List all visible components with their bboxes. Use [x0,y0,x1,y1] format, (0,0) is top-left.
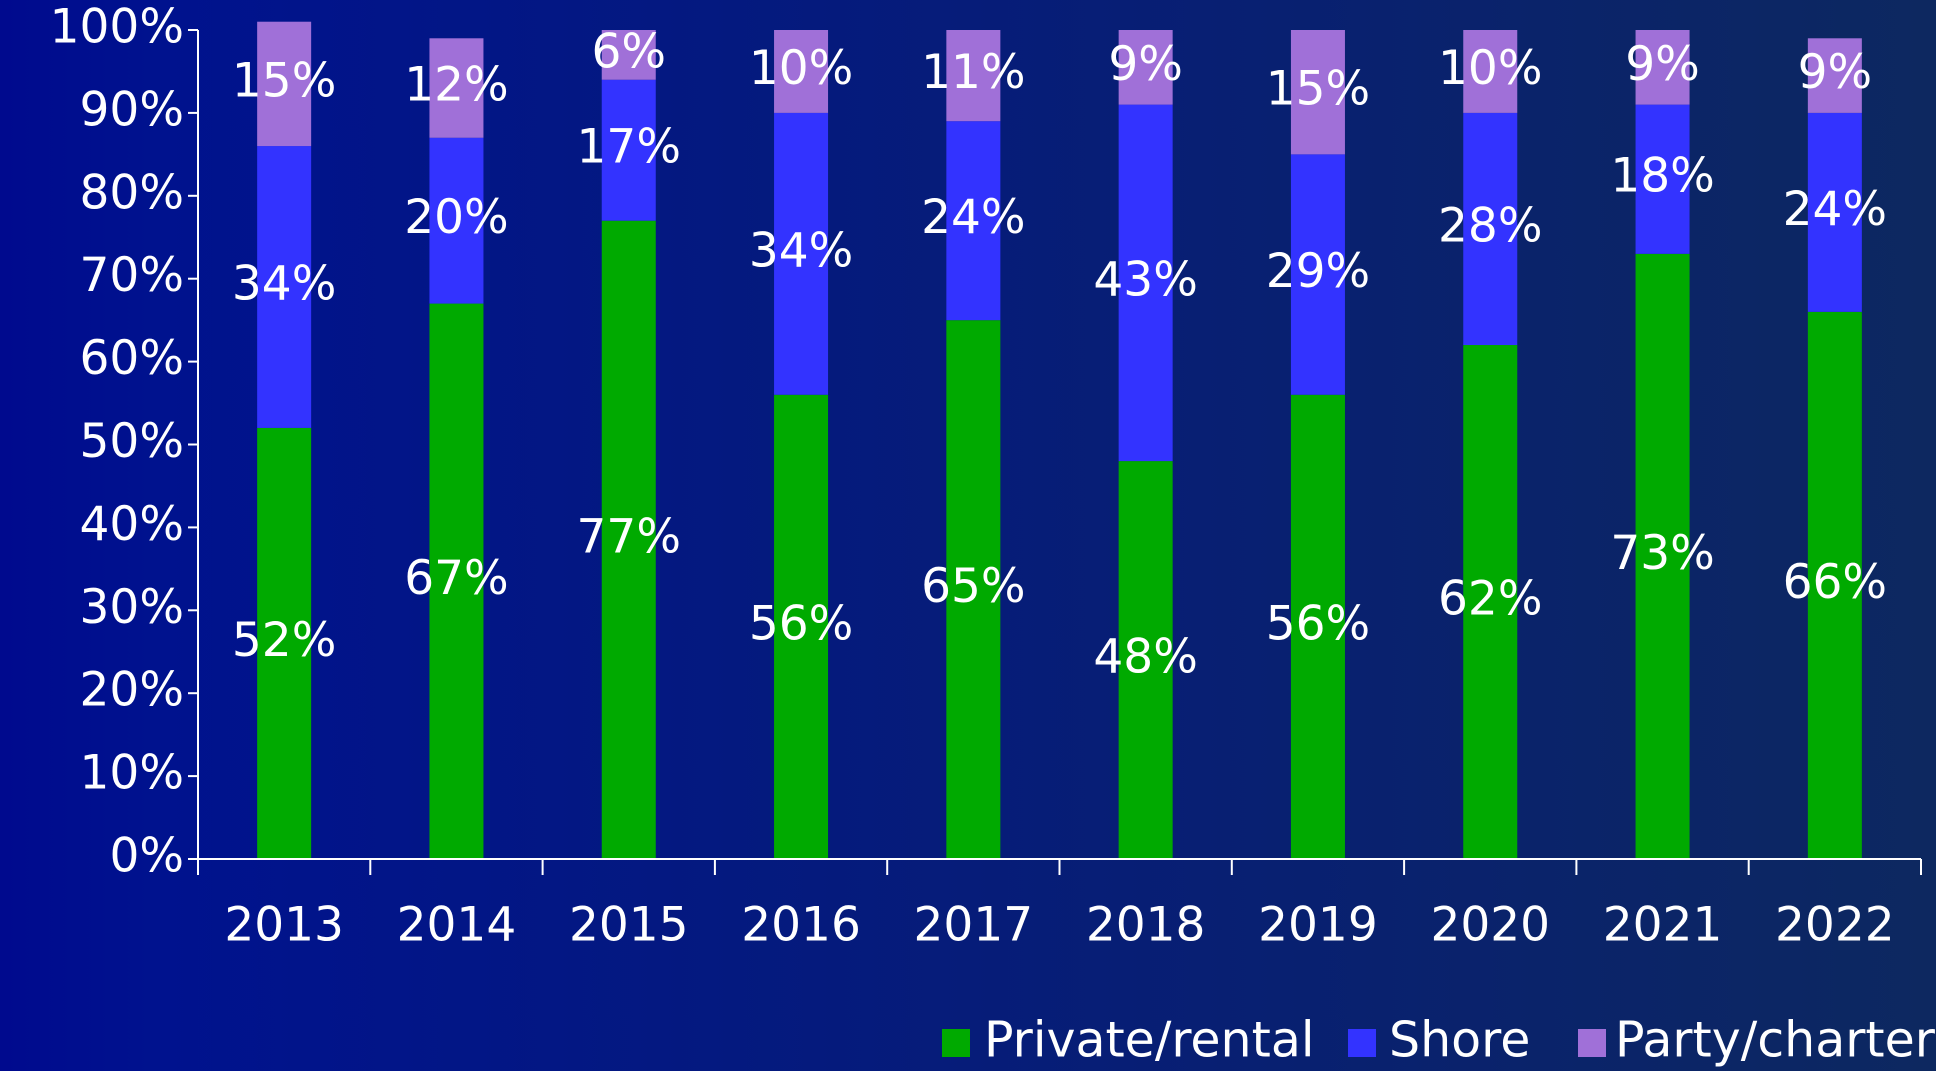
legend-label: Shore [1389,1012,1530,1069]
y-tick-label: 80% [80,165,184,220]
bar-segment [1463,30,1518,113]
bar-segment [257,146,312,428]
data-label: 56% [749,596,853,651]
legend-swatch [1348,1029,1376,1057]
bar-segment [1807,112,1862,312]
data-label: 34% [232,256,336,311]
bar-segment [1635,253,1690,859]
x-tick-label: 2018 [1086,898,1206,953]
data-label: 67% [404,551,508,606]
data-label: 43% [1093,252,1197,307]
bar-segment [1290,30,1345,155]
data-label: 17% [577,120,681,175]
data-label: 24% [1783,182,1887,237]
data-label: 62% [1438,572,1542,627]
data-label: 9% [1798,45,1873,100]
x-tick-label: 2021 [1603,898,1723,953]
legend-swatch [1578,1029,1606,1057]
x-tick-label: 2013 [224,898,344,953]
data-label: 48% [1093,630,1197,685]
bar-segment [429,303,484,859]
x-tick-label: 2017 [914,898,1034,953]
bar-segment [601,79,656,221]
data-label: 65% [921,559,1025,614]
bar-segment [1463,345,1518,859]
y-tick-label: 40% [80,497,184,552]
data-label: 18% [1610,149,1714,204]
bar-segment [946,121,1001,321]
bar-segment [774,394,829,859]
bar-segment [774,30,829,113]
y-tick-label: 50% [80,414,184,469]
y-tick-label: 0% [109,829,184,884]
bar-segment [257,427,312,859]
bar-segment [946,30,1001,122]
bar-segment [429,137,484,304]
data-label: 20% [404,190,508,245]
bar-segment [1290,154,1345,395]
y-tick-label: 90% [80,82,184,137]
x-tick-label: 2016 [741,898,861,953]
bar-segment [601,30,656,80]
x-tick-label: 2014 [397,898,517,953]
x-tick-label: 2019 [1258,898,1378,953]
bar-segment [1118,104,1173,462]
y-tick-label: 100% [50,0,184,55]
data-label: 28% [1438,198,1542,253]
data-label: 24% [921,190,1025,245]
x-tick-label: 2022 [1775,898,1895,953]
x-tick-label: 2020 [1430,898,1550,953]
legend-label: Party/charter [1615,1012,1936,1069]
data-label: 29% [1266,244,1370,299]
bar-segment [1463,112,1518,346]
data-label: 34% [749,223,853,278]
data-label: 15% [232,53,336,108]
bar-segment [1635,104,1690,254]
data-label: 9% [1625,37,1700,92]
bar-segment [1635,30,1690,105]
y-tick-label: 30% [80,580,184,635]
data-label: 73% [1610,526,1714,581]
data-label: 12% [404,58,508,113]
data-label: 10% [1438,41,1542,96]
bar-segment [946,320,1001,859]
bar-segment [774,112,829,395]
bar-segment [601,220,656,860]
y-tick-label: 20% [80,663,184,718]
bar-segment [257,21,312,147]
data-label: 52% [232,613,336,668]
data-label: 6% [591,24,666,79]
bar-segment [1118,30,1173,105]
data-label: 10% [749,41,853,96]
data-label: 9% [1108,37,1183,92]
data-label: 15% [1266,62,1370,117]
bar-segment [429,38,484,138]
bar-segment [1807,38,1862,113]
legend-swatch [942,1029,970,1057]
data-label: 77% [577,509,681,564]
bar-segment [1807,311,1862,859]
data-label: 11% [921,45,1025,100]
data-label: 56% [1266,596,1370,651]
bar-segment [1118,461,1173,859]
y-tick-label: 10% [80,746,184,801]
x-tick-label: 2015 [569,898,689,953]
y-tick-label: 60% [80,331,184,386]
y-tick-label: 70% [80,248,184,303]
legend-label: Private/rental [984,1012,1314,1069]
data-label: 66% [1783,555,1887,610]
bar-segment [1290,394,1345,859]
